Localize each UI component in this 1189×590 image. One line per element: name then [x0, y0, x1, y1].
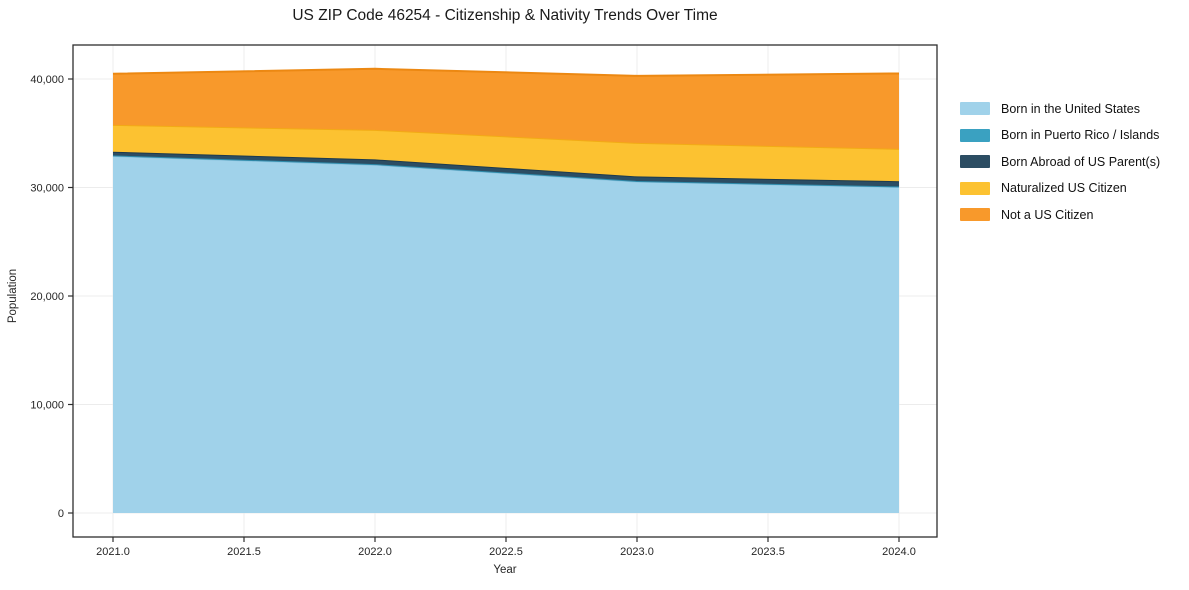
y-tick-label: 10,000 [30, 400, 64, 412]
x-tick-label: 2024.0 [882, 546, 916, 558]
legend-item-naturalized: Naturalized US Citizen [960, 181, 1160, 196]
legend-item-not-citizen: Not a US Citizen [960, 208, 1160, 222]
plot-frame [72, 44, 938, 538]
legend-swatch-not-citizen [960, 208, 990, 222]
legend-label: Born in Puerto Rico / Islands [1001, 128, 1160, 143]
chart-title: US ZIP Code 46254 - Citizenship & Nativi… [292, 7, 718, 24]
legend-item-born-in-us: Born in the United States [960, 102, 1160, 116]
area-series-4 [113, 68, 899, 149]
x-tick-label: 2022.0 [358, 546, 392, 558]
x-tick-label: 2021.5 [227, 546, 261, 558]
area-series-0 [113, 156, 899, 513]
legend: Born in the United States Born in Puerto… [960, 102, 1160, 222]
legend-swatch-born-in-us [960, 102, 990, 116]
boundary-line-series-4 [112, 67, 900, 77]
area-series-3 [113, 124, 899, 182]
y-tick-label: 30,000 [30, 183, 64, 195]
x-tick-label: 2023.5 [751, 546, 785, 558]
y-tick-label: 20,000 [30, 291, 64, 303]
legend-label: Born in the United States [1001, 101, 1140, 116]
legend-label: Born Abroad of US Parent(s) [1001, 154, 1161, 169]
y-axis-title: Population [7, 268, 19, 324]
legend-item-born-abroad: Born Abroad of US Parent(s) [960, 155, 1160, 169]
legend-swatch-born-in-puerto-rico [960, 128, 990, 142]
legend-item-born-in-puerto-rico: Born in Puerto Rico / Islands [960, 128, 1160, 143]
y-tick-label: 40,000 [30, 74, 64, 86]
legend-swatch-naturalized [960, 181, 990, 195]
x-tick-label: 2021.0 [96, 546, 130, 558]
legend-label: Not a US Citizen [1001, 207, 1094, 222]
x-tick-label: 2022.5 [489, 546, 523, 558]
legend-label: Naturalized US Citizen [1001, 181, 1127, 196]
x-tick-label: 2023.0 [620, 546, 654, 558]
x-axis-title: Year [493, 564, 517, 576]
y-tick-label: 0 [58, 508, 64, 520]
legend-swatch-born-abroad [960, 155, 990, 169]
